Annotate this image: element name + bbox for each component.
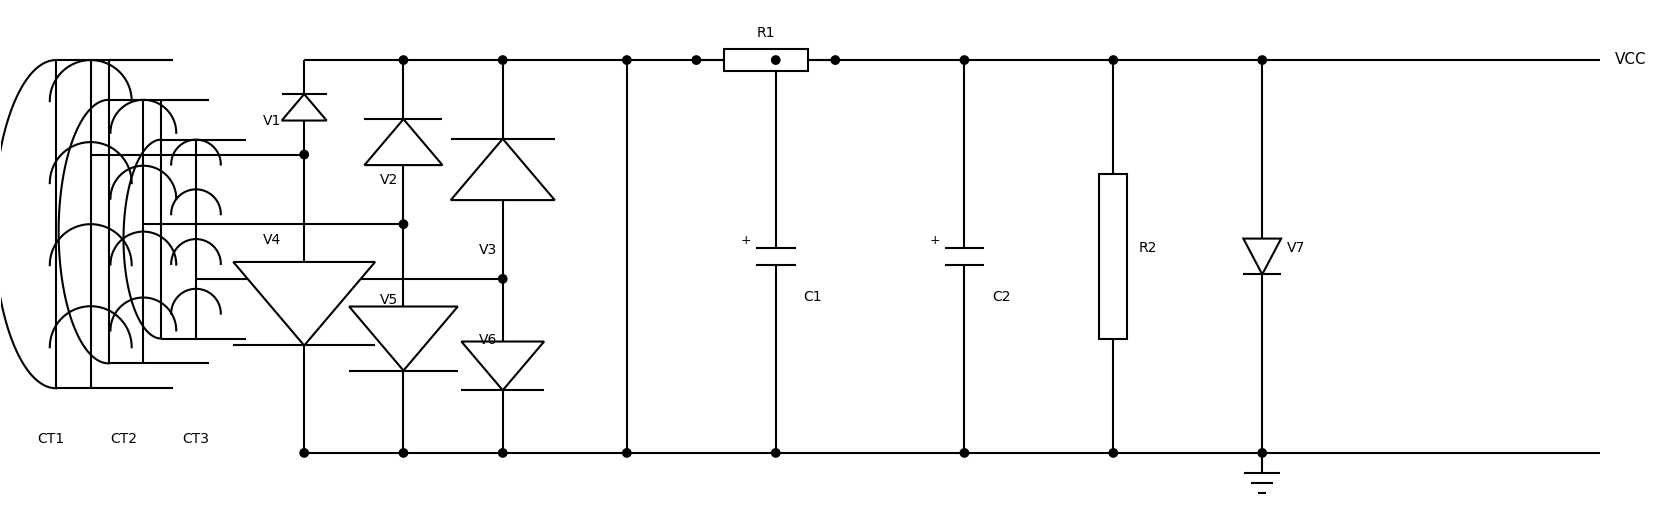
Text: V6: V6 <box>478 332 498 346</box>
Text: V1: V1 <box>263 114 281 127</box>
Text: CT2: CT2 <box>111 431 137 445</box>
Polygon shape <box>364 120 443 166</box>
Circle shape <box>772 449 781 457</box>
Circle shape <box>1259 449 1267 457</box>
Text: V5: V5 <box>379 292 397 306</box>
Circle shape <box>1110 449 1118 457</box>
Circle shape <box>961 57 969 65</box>
Text: CT3: CT3 <box>182 431 210 445</box>
Circle shape <box>832 57 840 65</box>
Circle shape <box>772 57 781 65</box>
Circle shape <box>622 57 632 65</box>
Polygon shape <box>281 95 326 121</box>
Text: +: + <box>930 233 939 246</box>
Circle shape <box>299 151 308 159</box>
Circle shape <box>622 449 632 457</box>
Circle shape <box>399 220 407 229</box>
Text: R1: R1 <box>756 26 776 40</box>
Bar <box>1100 175 1128 340</box>
Polygon shape <box>233 263 375 346</box>
Circle shape <box>498 275 506 284</box>
Text: V2: V2 <box>379 173 397 187</box>
Polygon shape <box>461 342 544 390</box>
Circle shape <box>1110 57 1118 65</box>
Polygon shape <box>349 307 458 371</box>
Circle shape <box>498 449 506 457</box>
Text: R2: R2 <box>1138 240 1156 254</box>
Circle shape <box>299 449 308 457</box>
Text: V4: V4 <box>263 233 281 246</box>
Text: C1: C1 <box>804 290 822 304</box>
Polygon shape <box>1244 239 1282 275</box>
Text: C2: C2 <box>992 290 1011 304</box>
Bar <box>724 50 807 72</box>
Circle shape <box>1259 57 1267 65</box>
Circle shape <box>399 449 407 457</box>
Text: +: + <box>741 233 751 246</box>
Text: V7: V7 <box>1287 240 1305 254</box>
Polygon shape <box>452 139 554 201</box>
Text: VCC: VCC <box>1614 51 1646 67</box>
Circle shape <box>399 57 407 65</box>
Circle shape <box>691 57 701 65</box>
Circle shape <box>961 449 969 457</box>
Circle shape <box>498 57 506 65</box>
Text: CT1: CT1 <box>38 431 65 445</box>
Text: V3: V3 <box>478 243 496 257</box>
